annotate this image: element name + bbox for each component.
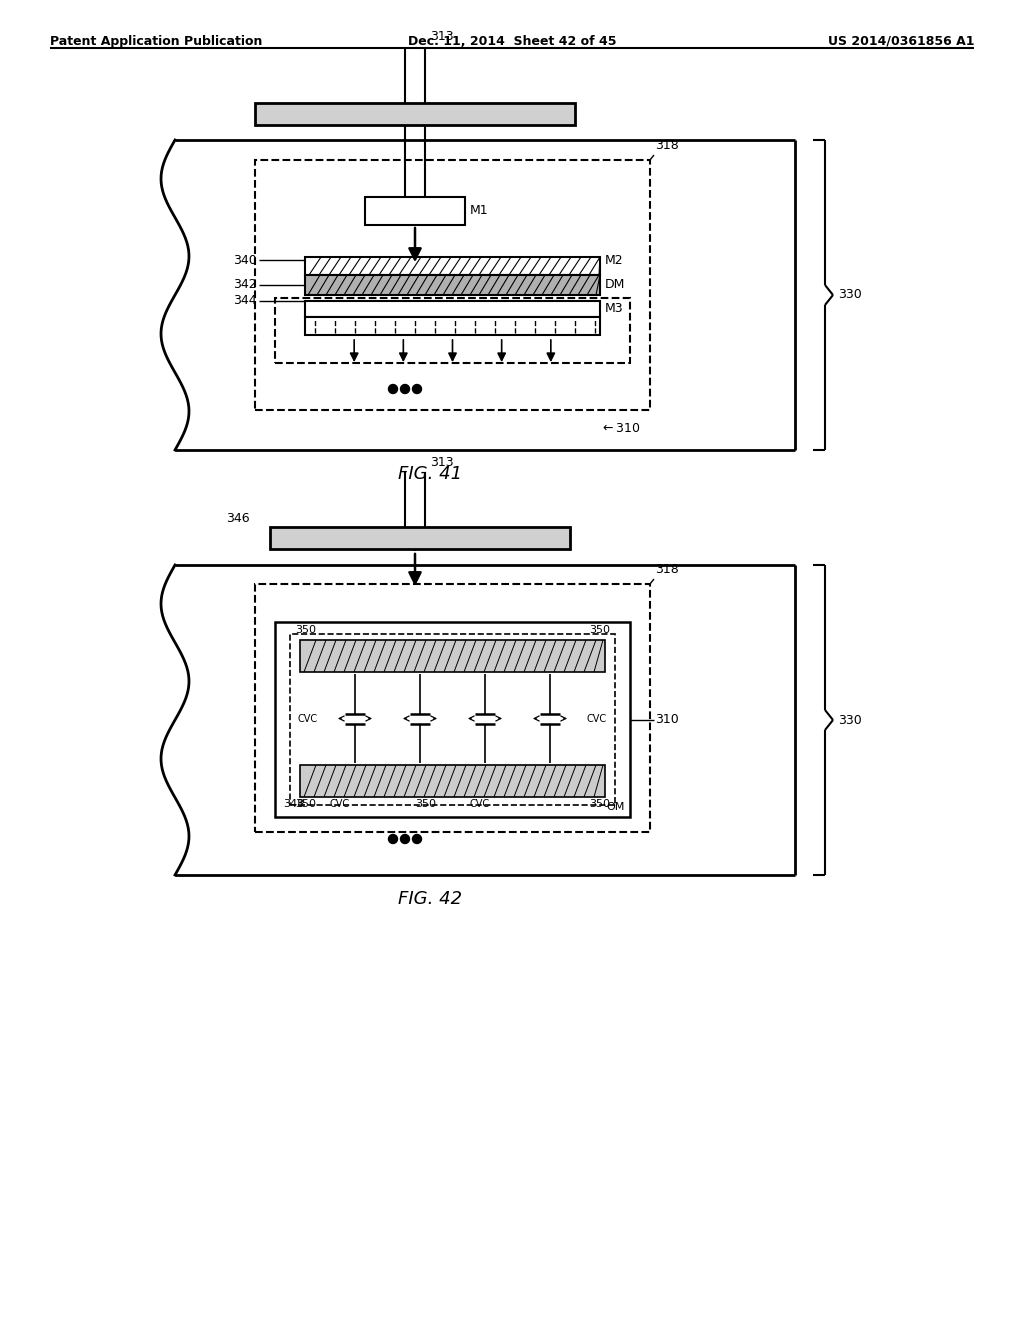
Bar xyxy=(255,160,650,411)
Bar xyxy=(300,766,605,797)
Circle shape xyxy=(400,384,410,393)
Bar xyxy=(305,301,600,317)
Text: CVC: CVC xyxy=(587,714,607,723)
Text: Dec. 11, 2014  Sheet 42 of 45: Dec. 11, 2014 Sheet 42 of 45 xyxy=(408,36,616,48)
Circle shape xyxy=(388,384,397,393)
Text: FIG. 42: FIG. 42 xyxy=(398,890,462,908)
Text: 348: 348 xyxy=(283,799,304,809)
Bar xyxy=(365,197,465,224)
Bar xyxy=(290,634,615,805)
Text: 350: 350 xyxy=(589,799,610,809)
Text: CVC: CVC xyxy=(298,714,318,723)
Text: 350: 350 xyxy=(295,624,316,635)
Text: 350: 350 xyxy=(589,624,610,635)
Circle shape xyxy=(413,834,422,843)
Text: Patent Application Publication: Patent Application Publication xyxy=(50,36,262,48)
Text: 342: 342 xyxy=(233,279,257,292)
Text: 330: 330 xyxy=(838,714,862,726)
Text: 310: 310 xyxy=(655,713,679,726)
Text: $\leftarrow$310: $\leftarrow$310 xyxy=(600,421,640,434)
Text: US 2014/0361856 A1: US 2014/0361856 A1 xyxy=(827,36,974,48)
Circle shape xyxy=(400,834,410,843)
Bar xyxy=(255,583,650,832)
Text: 346: 346 xyxy=(226,511,250,524)
Text: FIG. 41: FIG. 41 xyxy=(398,465,462,483)
Text: OM: OM xyxy=(606,803,625,812)
Bar xyxy=(255,103,575,125)
Text: M3: M3 xyxy=(605,302,624,315)
Text: CVC: CVC xyxy=(330,799,350,809)
Text: M2: M2 xyxy=(605,253,624,267)
Bar xyxy=(300,640,605,672)
Text: CVC: CVC xyxy=(470,799,490,809)
Text: 330: 330 xyxy=(838,289,862,301)
Text: 313: 313 xyxy=(430,30,454,44)
Text: 318: 318 xyxy=(655,139,679,152)
Bar xyxy=(305,317,600,335)
Text: 350: 350 xyxy=(415,799,436,809)
Text: 350: 350 xyxy=(295,799,316,809)
Text: 344: 344 xyxy=(233,294,257,308)
Text: 340: 340 xyxy=(233,253,257,267)
Bar xyxy=(270,527,570,549)
Bar xyxy=(305,257,600,275)
Bar xyxy=(275,622,630,817)
Circle shape xyxy=(413,384,422,393)
Text: 313: 313 xyxy=(430,455,454,469)
Circle shape xyxy=(388,834,397,843)
Text: 318: 318 xyxy=(655,564,679,576)
Bar xyxy=(275,298,630,363)
Text: DM: DM xyxy=(605,279,626,292)
Bar xyxy=(305,275,600,294)
Text: M1: M1 xyxy=(470,205,488,218)
